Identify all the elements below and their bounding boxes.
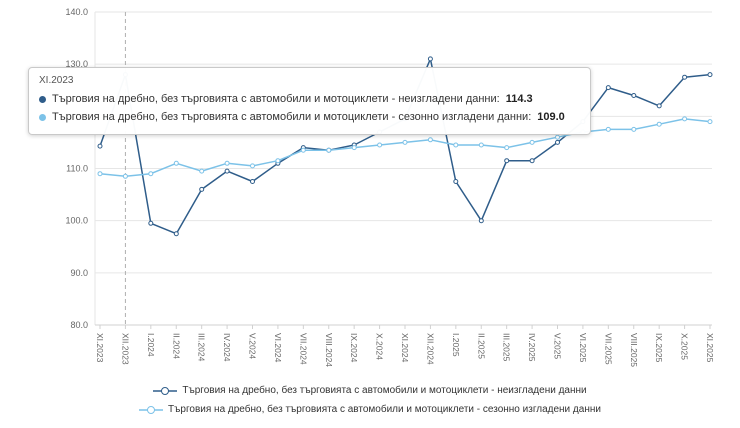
tooltip-series-row: Търговия на дребно, без търговията с авт… [39,108,580,126]
line-marker-icon [153,386,178,396]
svg-text:VI.2025: VI.2025 [578,333,588,363]
svg-text:IV.2025: IV.2025 [527,333,537,362]
svg-text:III.2025: III.2025 [502,333,512,362]
svg-text:90.0: 90.0 [70,268,88,278]
tooltip-series-row: Търговия на дребно, без търговията с авт… [39,90,580,108]
svg-text:IV.2024: IV.2024 [222,333,232,362]
svg-text:IX.2025: IX.2025 [654,333,664,363]
svg-text:XI.2023: XI.2023 [95,333,105,363]
svg-text:VII.2024: VII.2024 [298,333,308,365]
svg-text:III.2024: III.2024 [197,333,207,362]
svg-text:IX.2024: IX.2024 [349,333,359,363]
svg-text:130.0: 130.0 [65,59,88,69]
chart-legend: Търговия на дребно, без търговията с авт… [0,381,740,419]
svg-text:VI.2024: VI.2024 [273,333,283,363]
svg-text:XI.2025: XI.2025 [705,333,715,363]
svg-text:100.0: 100.0 [65,216,88,226]
line-marker-icon [139,405,164,415]
tooltip-series-label: Търговия на дребно, без търговията с авт… [52,93,500,105]
svg-text:XI.2024: XI.2024 [400,333,410,363]
svg-text:I.2025: I.2025 [451,333,461,357]
legend-item-label: Търговия на дребно, без търговията с авт… [168,404,601,415]
svg-text:II.2025: II.2025 [476,333,486,359]
svg-text:V.2024: V.2024 [248,333,258,359]
legend-item-seasonally-adjusted[interactable]: Търговия на дребно, без търговията с авт… [0,400,740,419]
chart-plot-area[interactable]: 80.090.0100.0110.0120.0130.0140.0XI.2023… [0,0,740,380]
svg-text:V.2025: V.2025 [553,333,563,359]
svg-text:X.2024: X.2024 [375,333,385,360]
series1-dot-icon [39,95,46,103]
svg-text:VII.2025: VII.2025 [603,333,613,365]
chart-tooltip: XI.2023 Търговия на дребно, без търговия… [28,67,591,135]
tooltip-series-value: 109.0 [537,111,565,123]
svg-text:VIII.2025: VIII.2025 [629,333,639,367]
svg-text:80.0: 80.0 [70,320,88,330]
svg-text:140.0: 140.0 [65,7,88,17]
svg-text:XII.2023: XII.2023 [120,333,130,365]
svg-text:VIII.2024: VIII.2024 [324,333,334,367]
svg-text:I.2024: I.2024 [146,333,156,357]
tooltip-series-label: Търговия на дребно, без търговията с авт… [52,111,532,123]
legend-item-label: Търговия на дребно, без търговията с авт… [182,385,587,396]
tooltip-series-value: 114.3 [505,93,533,105]
tooltip-period-label: XI.2023 [39,75,74,86]
svg-text:110.0: 110.0 [66,164,88,174]
svg-text:XII.2024: XII.2024 [425,333,435,365]
series2-dot-icon [39,113,46,121]
legend-item-unadjusted[interactable]: Търговия на дребно, без търговията с авт… [0,381,740,400]
svg-text:X.2025: X.2025 [680,333,690,360]
svg-text:II.2024: II.2024 [171,333,181,359]
